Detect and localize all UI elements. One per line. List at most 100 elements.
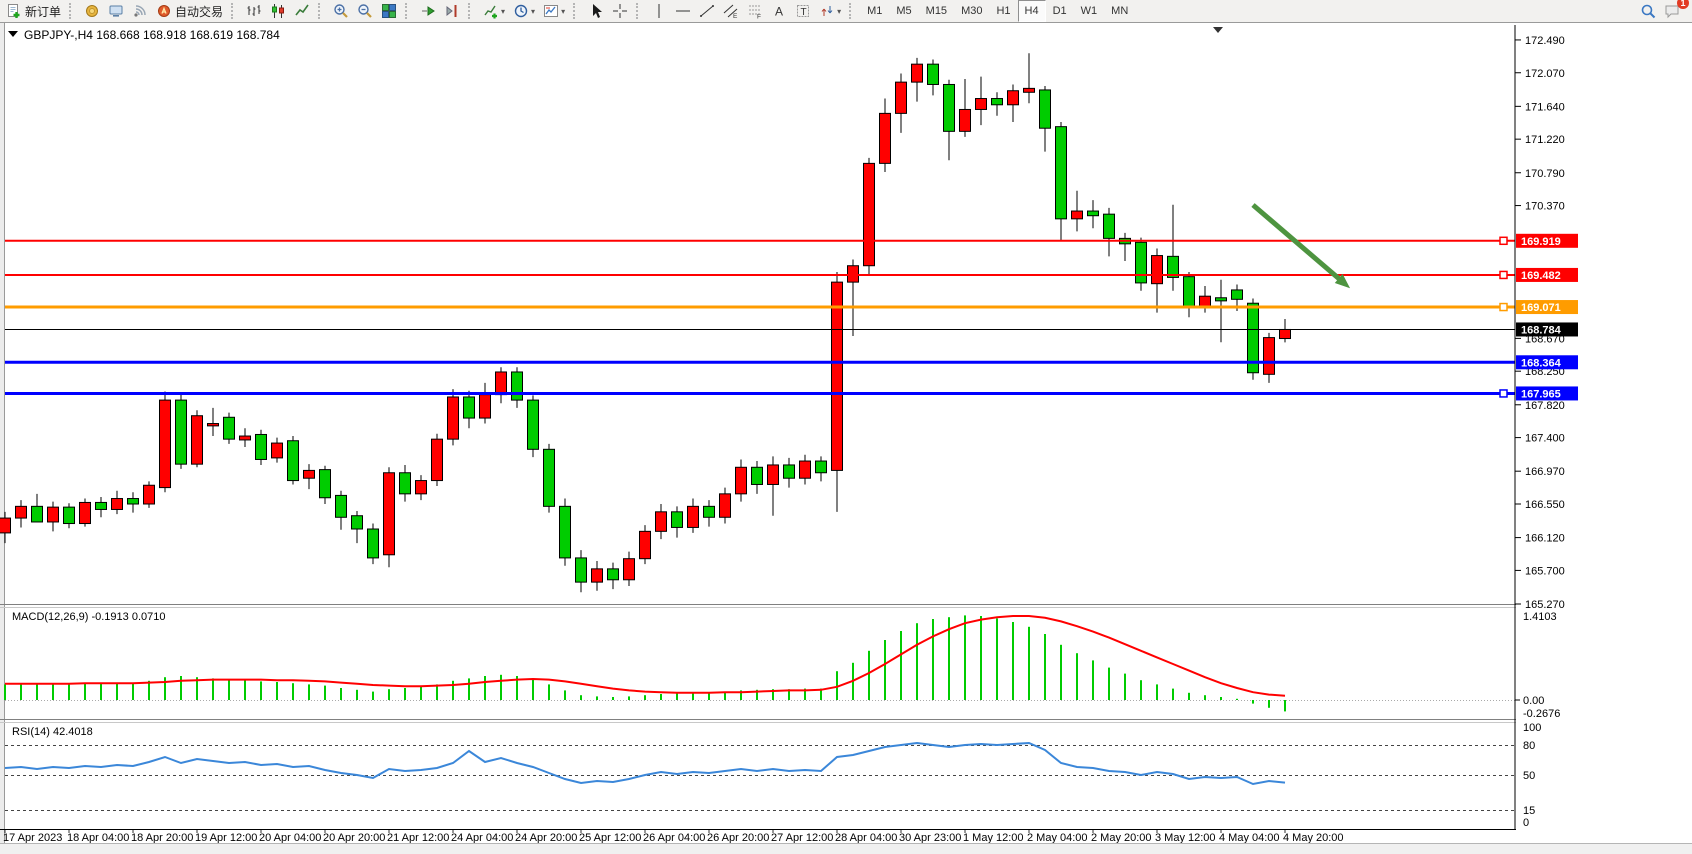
time-tick: 2 May 04:00 [1027,832,1088,843]
new-order-button-label: 新订单 [25,4,62,19]
price-label-167.965: 167.965 [1516,386,1578,401]
price-axis[interactable]: 172.490 172.070 171.640 171.220 170.790 170.3… [1514,23,1692,830]
label-button-icon: T [797,5,810,18]
zoom-out-button[interactable] [353,0,377,22]
toolbar-grip [231,3,239,19]
auto-scroll-button[interactable] [416,0,440,22]
new-order-button-icon [8,4,20,18]
horizontal-line-button[interactable] [671,0,695,22]
gold-seal-button-icon [86,5,99,17]
hline-169.919[interactable] [5,236,1515,246]
time-tick: 20 Apr 04:00 [259,832,321,843]
timeframe-mn-button[interactable]: MN [1111,5,1129,17]
line-chart-button-icon [295,4,309,16]
search-button[interactable] [1636,0,1660,22]
vertical-line-button[interactable] [647,0,671,22]
macd-axis-label: 0.00 [1523,695,1544,707]
periodicity-button[interactable]: ▾ [509,0,539,22]
rsi-axis-label: 15 [1523,805,1535,817]
price-tick: 166.120 [1525,533,1565,545]
toolbar-grip [573,3,581,19]
zoom-out-button-icon [358,4,372,18]
notifications-button[interactable]: 1 [1660,0,1689,22]
autotrading-button[interactable]: 自动交易 [152,0,227,22]
fibonacci-button[interactable]: F [743,0,767,22]
gold-seal-button[interactable] [80,0,104,22]
tile-windows-button[interactable] [377,0,401,22]
channel-button[interactable]: E [719,0,743,22]
macd-label: MACD(12,26,9) -0.1913 0.0710 [12,611,165,623]
chart-shift-button[interactable] [440,0,464,22]
auto-scroll-button-icon [422,6,435,16]
timeframe-d1-button[interactable]: D1 [1052,5,1067,17]
time-axis[interactable]: 17 Apr 2023 18 Apr 04:00 18 Apr 20:00 19 Ap… [3,830,1344,843]
notification-badge: 1 [1677,0,1689,9]
fibonacci-button-icon: F [749,5,762,19]
timeframe-m30-button[interactable]: M30 [961,5,983,17]
crosshair-button-icon [613,4,628,18]
price-tick: 170.790 [1525,168,1565,180]
chevron-down-icon: ▾ [561,6,566,16]
timeframe-m5-button[interactable]: M5 [896,5,912,17]
hline-169.071[interactable] [5,302,1515,312]
toolbar-grip [849,3,857,19]
status-bar [0,843,1692,854]
time-tick: 26 Apr 20:00 [707,832,769,843]
timeframe-h1-button[interactable]: H1 [996,5,1011,17]
svg-text:T: T [801,7,807,18]
time-tick: 18 Apr 20:00 [131,832,193,843]
timeframe-h4-button[interactable]: H4 [1017,0,1046,22]
hline-167.965[interactable] [5,389,1515,398]
candlestick-series [0,53,1291,593]
line-chart-button[interactable] [290,0,314,22]
terminal-button-icon [109,5,123,17]
arrows-button[interactable]: ▾ [815,0,845,22]
price-label-169.071: 169.071 [1516,300,1578,315]
candle-chart-button[interactable] [266,0,290,22]
indicators-button[interactable]: ▾ [479,0,509,22]
tile-windows-button-icon [382,4,397,18]
terminal-button[interactable] [104,0,128,22]
price-tick: 167.820 [1525,400,1565,412]
trendline-button[interactable] [695,0,719,22]
cursor-button-icon [593,4,603,18]
price-tick: 165.700 [1525,565,1565,577]
crosshair-button[interactable] [608,0,632,22]
time-tick: 19 Apr 12:00 [195,832,257,843]
objects-dropdown-icon[interactable] [8,31,18,37]
price-label-168.364: 168.364 [1516,355,1578,370]
toolbar-grip [636,3,644,19]
toolbar-grip [69,3,77,19]
cursor-button[interactable] [584,0,608,22]
svg-text:168.364: 168.364 [1521,357,1562,369]
bar-chart-button[interactable] [242,0,266,22]
text-button[interactable]: A [767,0,791,22]
price-tick: 171.640 [1525,101,1565,113]
price-label-169.919: 169.919 [1516,233,1578,248]
time-tick: 1 May 12:00 [963,832,1024,843]
rsi-axis-label: 80 [1523,740,1535,752]
horizontal-line-button-icon [676,10,691,12]
search-icon [1641,4,1656,19]
rsi-indicator: RSI(14) 42.4018 [4,726,1515,811]
hline-169.482[interactable] [5,270,1515,280]
new-order-button[interactable]: 新订单 [2,0,65,22]
time-tick: 3 May 12:00 [1155,832,1216,843]
zoom-in-button[interactable] [329,0,353,22]
time-tick: 2 May 20:00 [1091,832,1152,843]
chart-window: GBPJPY-,H4 168.668 168.918 168.619 168.7… [0,23,1692,843]
timeframe-w1-button[interactable]: W1 [1080,5,1098,17]
chevron-down-icon: ▾ [531,6,536,16]
vertical-line-button-icon [658,4,660,18]
timeframe-m15-button[interactable]: M15 [925,5,948,17]
templates-button[interactable]: ▾ [539,0,569,22]
trend-arrow[interactable] [1251,203,1351,289]
price-tick: 166.550 [1525,499,1565,511]
label-button[interactable]: T [791,0,815,22]
svg-text:167.965: 167.965 [1521,388,1561,400]
macd-axis-label: -0.2676 [1523,708,1560,720]
price-label-168.784: 168.784 [1516,322,1578,337]
periodicity-button-icon [514,4,528,18]
timeframe-m1-button[interactable]: M1 [867,5,883,17]
signals-button[interactable] [128,0,152,22]
